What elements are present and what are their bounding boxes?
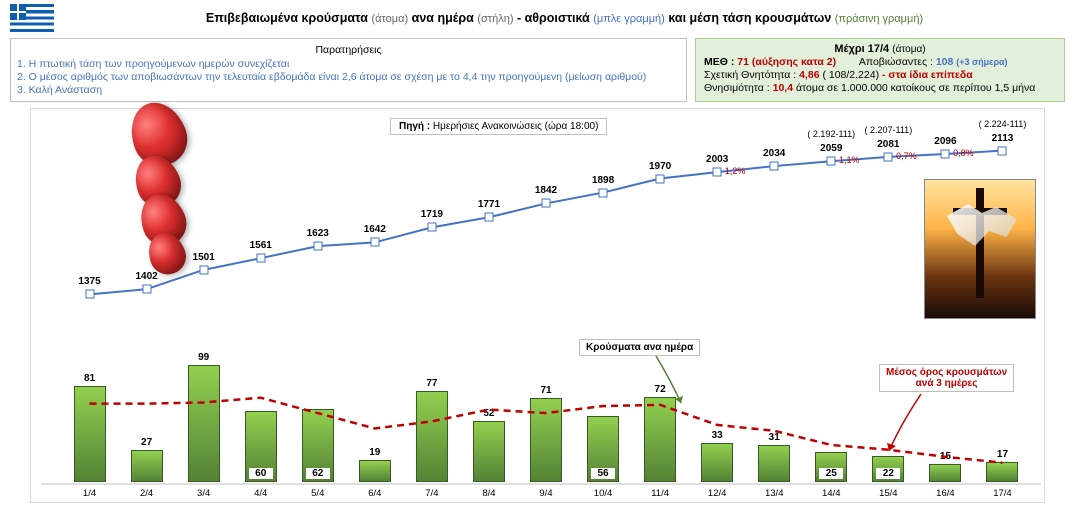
daily-annotation: Κρούσματα ανα ημέρα [579, 339, 700, 356]
cumulative-label: 2059 [820, 143, 842, 154]
pct-label: 1,2% [725, 166, 746, 176]
cumulative-label: 1771 [478, 199, 500, 210]
cumulative-label: 1501 [193, 252, 215, 263]
arrow-green [651, 351, 691, 411]
line-point [199, 265, 208, 274]
cumulative-label: 2003 [706, 154, 728, 165]
line-point [313, 242, 322, 251]
title-sub2: (στήλη) [477, 13, 513, 25]
line-point [941, 149, 950, 158]
observation-3: 3. Καλή Ανάσταση [17, 84, 680, 96]
line-point [656, 174, 665, 183]
extra-label: ( 2.224-111) [979, 119, 1027, 129]
title-sub1: (άτομα) [371, 13, 408, 25]
title-main: Επιβεβαιωμένα κρούσματα [206, 11, 368, 25]
pct-label: 1,1% [839, 155, 860, 165]
flag-greece [10, 4, 54, 32]
cumulative-label: 1842 [535, 185, 557, 196]
extra-label: ( 2.207-111) [864, 125, 912, 135]
observations-box: Παρατηρήσεις 1. Η πτωτική τάση των προηγ… [10, 38, 687, 102]
title-sub3: (μπλε γραμμή) [593, 13, 665, 25]
pct-label: 0,7% [896, 151, 917, 161]
line-point [713, 168, 722, 177]
cumulative-label: 2096 [934, 136, 956, 147]
cumulative-label: 2034 [763, 148, 785, 159]
line-point [998, 146, 1007, 155]
arrow-red [881, 389, 931, 459]
title-avg: και μέση τάση κρουσμάτων [668, 11, 831, 25]
title-cum: - αθροιστικά [517, 11, 590, 25]
extra-label: ( 2.192-111) [807, 129, 855, 139]
line-point [542, 199, 551, 208]
observations-title: Παρατηρήσεις [17, 44, 680, 56]
cumulative-label: 1402 [135, 271, 157, 282]
cumulative-label: 1375 [78, 276, 100, 287]
cumulative-label: 2113 [992, 133, 1014, 144]
line-point [599, 188, 608, 197]
source-box: Πηγή : Ημερήσιες Ανακοινώσεις (ώρα 18:00… [390, 118, 607, 135]
page-title: Επιβεβαιωμένα κρούσματα (άτομα) ανα ημέρ… [64, 11, 1065, 25]
line-point [370, 238, 379, 247]
cumulative-label: 1561 [250, 240, 272, 251]
observation-1: 1. Η πτωτική τάση των προηγούμενων ημερώ… [17, 58, 680, 70]
pct-label: 0,8% [953, 148, 974, 158]
cross-image [924, 179, 1036, 319]
line-point [427, 223, 436, 232]
line-point [827, 157, 836, 166]
stats-box: Μέχρι 17/4 (άτομα) ΜΕΘ : 71 (αύξησης κατ… [695, 38, 1065, 102]
cumulative-label: 1623 [307, 228, 329, 239]
line-point [85, 290, 94, 299]
cumulative-label: 1970 [649, 161, 671, 172]
line-point [884, 152, 893, 161]
observation-2: 2. Ο μέσος αριθμός των αποβιωσάντων την … [17, 71, 680, 83]
cumulative-label: 1898 [592, 175, 614, 186]
line-point [142, 285, 151, 294]
line-point [256, 254, 265, 263]
cumulative-label: 2081 [877, 139, 899, 150]
chart-area: Κρούσματα ανα ημέρα Μέσος όρος κρουσμάτω… [30, 108, 1045, 503]
line-point [484, 213, 493, 222]
cumulative-label: 1719 [421, 209, 443, 220]
title-per: ανα ημέρα [412, 11, 474, 25]
avg-annotation: Μέσος όρος κρουσμάτων ανά 3 ημέρες [879, 364, 1014, 392]
cumulative-label: 1642 [364, 224, 386, 235]
title-sub4: (πράσινη γραμμή) [835, 13, 923, 25]
line-point [770, 162, 779, 171]
